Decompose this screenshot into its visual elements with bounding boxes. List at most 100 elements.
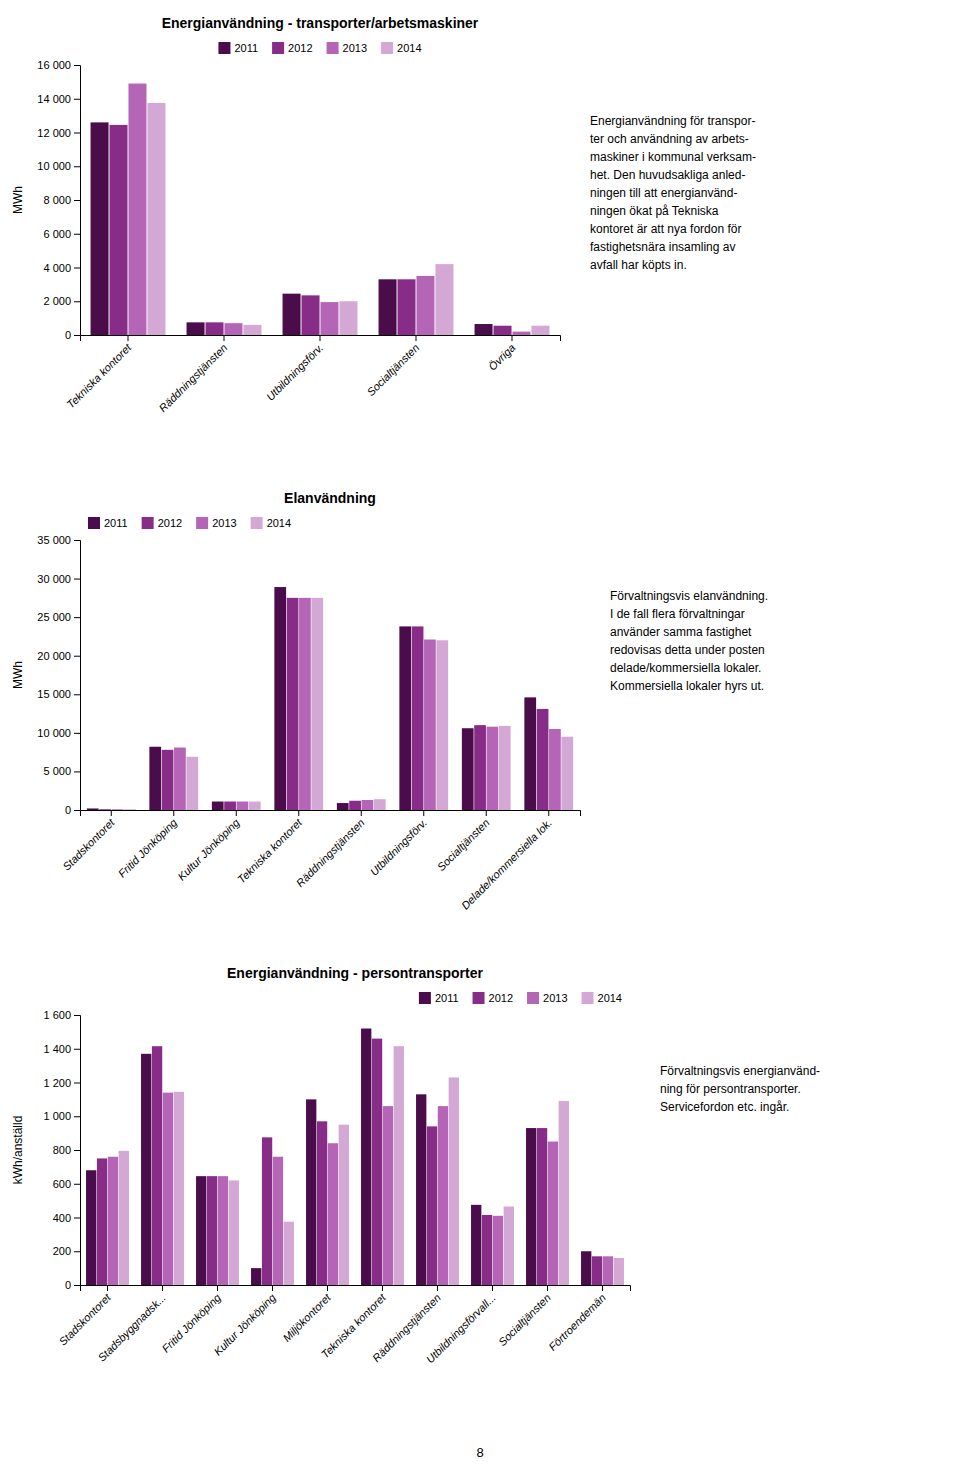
y-tick: 200 [53, 1245, 80, 1257]
tick-mark [74, 1083, 80, 1084]
tick-label: 25 000 [37, 611, 71, 623]
bar-series [97, 1039, 602, 1285]
tick-mark [602, 1285, 603, 1291]
y-axis: 02 0004 0006 0008 00010 00012 00014 0001… [37, 59, 80, 341]
bar [548, 1142, 558, 1285]
chart-panel: Energianvändning - transporter/arbetsmas… [11, 15, 756, 414]
tick-label: Kultur Jönköping [175, 816, 242, 883]
bar [237, 802, 249, 810]
x-tick: Utbildningsförv. [264, 335, 326, 403]
bar [273, 1157, 283, 1285]
tick-label: Socialtjänsten [496, 1291, 553, 1348]
tick-mark [74, 200, 80, 201]
legend-swatch [473, 992, 485, 1004]
y-tick: 20 000 [37, 650, 80, 662]
bar-series [110, 125, 512, 335]
bar [398, 279, 416, 335]
tick-label: Tekniska kontoret [235, 816, 305, 886]
legend-label: 2012 [288, 42, 312, 54]
bar [474, 725, 486, 810]
tick-mark [416, 335, 417, 341]
tick-mark [74, 617, 80, 618]
tick-label: Räddningstjänsten [157, 341, 230, 414]
bar [362, 800, 374, 810]
legend-label: 2014 [598, 992, 622, 1004]
x-tick: Övriga [486, 335, 517, 373]
tick-mark [74, 1049, 80, 1050]
x-tick: Delade/kommersiella lok. [459, 810, 554, 912]
legend-label: 2011 [234, 42, 258, 54]
annotation-line: använder samma fastighet [610, 625, 752, 639]
annotation-line: ter och användning av arbets- [590, 132, 749, 146]
bar [412, 626, 424, 810]
tick-mark [512, 335, 513, 341]
tick-mark [548, 810, 549, 816]
x-tick: Fritid Jönköping [116, 810, 180, 880]
legend-item: 2011 [218, 42, 258, 54]
tick-mark [437, 1285, 438, 1291]
tick-label: Förtroendemän [546, 1291, 608, 1353]
tick-mark [74, 1015, 80, 1016]
page-number: 8 [476, 1445, 483, 1460]
tick-mark [74, 335, 80, 336]
annotation: Energianvändning för transpor-ter och an… [590, 114, 756, 272]
bar [339, 301, 357, 335]
bar [504, 1207, 514, 1285]
tick-mark [320, 335, 321, 341]
bar [283, 294, 301, 335]
bar [427, 1126, 437, 1285]
tick-mark [74, 234, 80, 235]
bar [436, 640, 448, 810]
bar [383, 1106, 393, 1285]
tick-label: Stadsbyggnadsk... [95, 1291, 167, 1363]
chart-panel: Energianvändning - persontransporter0200… [11, 965, 820, 1365]
annotation-line: kontoret är att nya fordon för [590, 222, 741, 236]
y-tick: 1 000 [43, 1110, 80, 1122]
annotation-line: fastighetsnära insamling av [590, 240, 735, 254]
bar [361, 1029, 371, 1286]
bar [108, 1157, 118, 1285]
bar [174, 748, 186, 810]
y-axis: 02004006008001 0001 2001 4001 600 [43, 1009, 80, 1291]
annotation-line: I de fall flera förvaltningar [610, 607, 745, 621]
legend-swatch [218, 42, 230, 54]
tick-label: 16 000 [37, 59, 71, 71]
y-axis-title: MWh [11, 186, 25, 214]
bar [224, 802, 236, 810]
axis-line [81, 336, 561, 342]
bar [110, 125, 128, 335]
tick-mark [74, 1218, 80, 1219]
bar [531, 326, 549, 335]
bar [394, 1046, 404, 1285]
legend-swatch [142, 517, 154, 529]
tick-label: 6 000 [43, 228, 71, 240]
bar-series [108, 1093, 613, 1285]
bar [603, 1256, 613, 1285]
x-tick: Tekniska kontoret [64, 335, 134, 410]
bar [262, 1137, 272, 1285]
x-tick: Fritid Jönköping [160, 1285, 224, 1355]
bar [320, 302, 338, 335]
tick-label: 0 [65, 804, 71, 816]
legend-item: 2011 [88, 517, 128, 529]
tick-mark [74, 771, 80, 772]
bar [524, 697, 536, 810]
bar [349, 801, 361, 810]
y-tick: 10 000 [37, 160, 80, 172]
tick-label: 1 600 [43, 1009, 71, 1021]
legend-item: 2013 [327, 42, 367, 54]
bar [87, 808, 99, 810]
tick-mark [327, 1285, 328, 1291]
bar [592, 1256, 602, 1285]
tick-label: Utbildningsförv. [264, 341, 326, 403]
x-tick: Socialtjänsten [435, 810, 492, 873]
x-tick: Utbildningsförv. [368, 810, 430, 878]
legend-label: 2012 [158, 517, 182, 529]
tick-label: 35 000 [37, 534, 71, 546]
bar [163, 1093, 173, 1285]
annotation-line: ningen ökat på Tekniska [590, 204, 719, 218]
annotation-line: Kommersiella lokaler hyrs ut. [610, 679, 764, 693]
annotation-line: ningen till att energianvänd- [590, 186, 737, 200]
x-tick: Kultur Jönköping [175, 810, 242, 883]
bar [581, 1251, 591, 1285]
